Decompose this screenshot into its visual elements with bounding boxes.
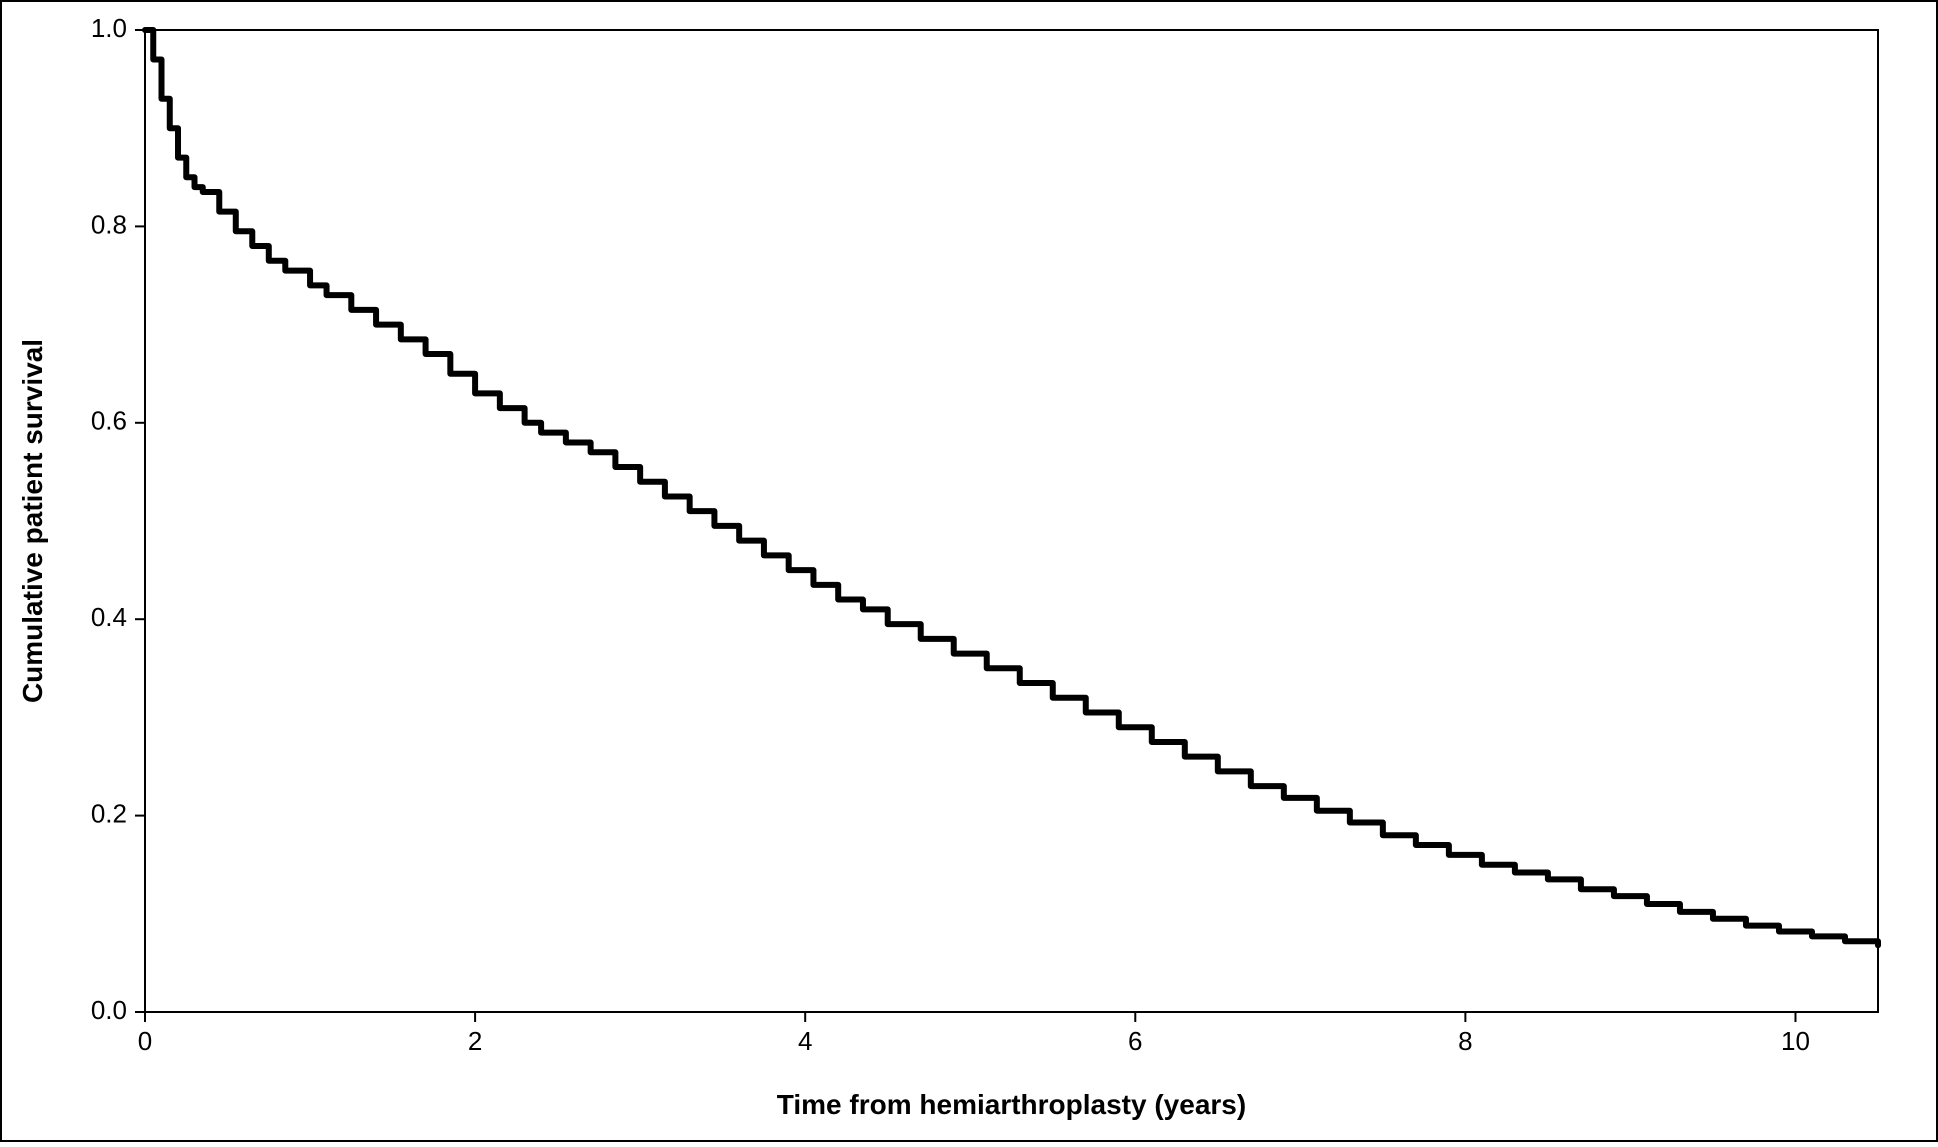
y-tick-label: 0.8 bbox=[91, 209, 127, 239]
x-tick-label: 2 bbox=[468, 1026, 482, 1056]
x-axis-label: Time from hemiarthroplasty (years) bbox=[777, 1089, 1246, 1120]
y-tick-label: 1.0 bbox=[91, 13, 127, 43]
x-tick-label: 4 bbox=[798, 1026, 812, 1056]
y-tick-label: 0.2 bbox=[91, 798, 127, 828]
x-tick-label: 8 bbox=[1458, 1026, 1472, 1056]
y-axis-label: Cumulative patient survival bbox=[17, 339, 48, 703]
survival-chart: 0.0 0.2 0.4 0.6 0.8 1.0 0 2 4 6 8 10 Cumulative pati… bbox=[0, 0, 1938, 1142]
x-tick-label: 6 bbox=[1128, 1026, 1142, 1056]
y-tick-label: 0.0 bbox=[91, 995, 127, 1025]
x-tick-label: 10 bbox=[1781, 1026, 1810, 1056]
y-tick-label: 0.4 bbox=[91, 602, 127, 632]
y-tick-label: 0.6 bbox=[91, 406, 127, 436]
chart-container: 0.0 0.2 0.4 0.6 0.8 1.0 0 2 4 6 8 10 Cumulative pati… bbox=[0, 0, 1938, 1147]
x-tick-label: 0 bbox=[138, 1026, 152, 1056]
